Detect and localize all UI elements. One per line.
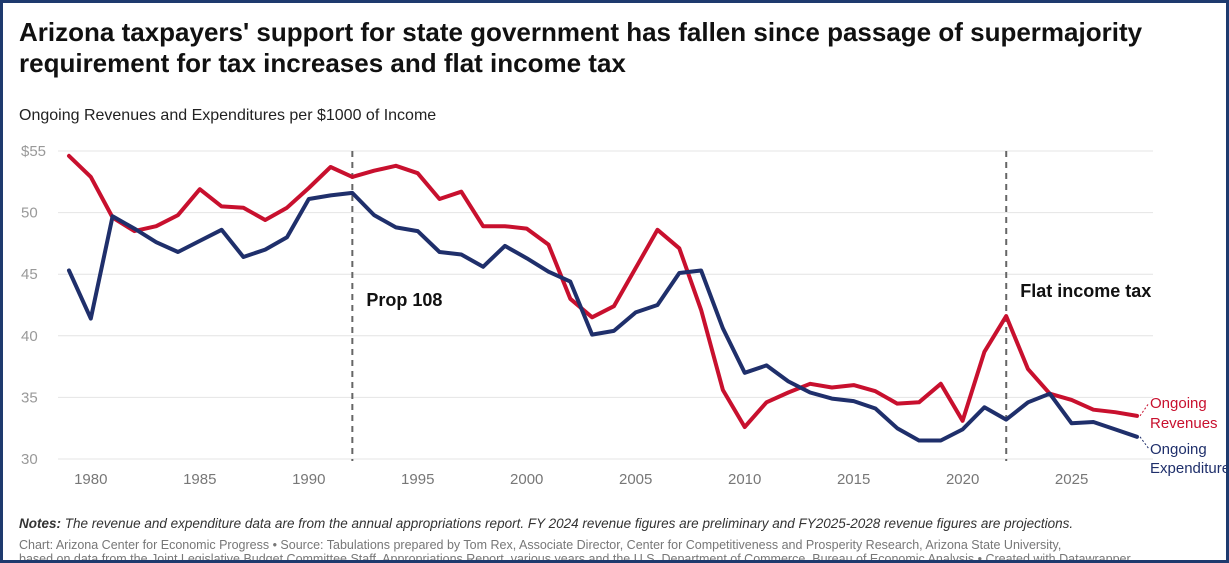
x-tick-label: 1995 <box>401 471 434 488</box>
series-label: Revenues <box>1150 415 1218 432</box>
y-tick-label: $55 <box>21 143 46 160</box>
series-line <box>67 153 1139 429</box>
y-tick-label: 35 <box>21 389 38 406</box>
chart-source: Chart: Arizona Center for Economic Progr… <box>19 538 1226 563</box>
y-tick-label: 30 <box>21 451 38 468</box>
x-tick-label: 2010 <box>728 471 761 488</box>
label-leader <box>1139 402 1150 417</box>
y-tick-label: 50 <box>21 205 38 222</box>
notes-text: The revenue and expenditure data are fro… <box>64 516 1074 531</box>
x-tick-label: 2005 <box>619 471 652 488</box>
y-tick-label: 45 <box>21 266 38 283</box>
chart-subtitle: Ongoing Revenues and Expenditures per $1… <box>19 107 437 124</box>
annotation-label: Flat income tax <box>1020 281 1151 301</box>
notes-label: Notes: <box>19 516 62 531</box>
label-leader <box>1139 436 1150 450</box>
x-tick-label: 2020 <box>946 471 979 488</box>
series-label: Ongoing <box>1150 441 1207 458</box>
series-line <box>67 190 1139 443</box>
annotation-label: Prop 108 <box>366 290 442 310</box>
line-chart: 30 35 40 45 50 $55 1980 1985 1990 1995 2000 2005 201… <box>21 143 1226 488</box>
y-tick-label: 40 <box>21 328 38 345</box>
chart-title: Arizona taxpayers' support for state gov… <box>19 17 1143 78</box>
series-label: Expenditures <box>1150 460 1226 477</box>
series-label: Ongoing <box>1150 395 1207 412</box>
source-line-1: Chart: Arizona Center for Economic Progr… <box>19 538 1062 552</box>
source-line-2: based on data from the Joint Legislative… <box>19 552 1131 563</box>
x-tick-label: 2015 <box>837 471 870 488</box>
chart-notes: Notes: The revenue and expenditure data … <box>19 516 1226 531</box>
x-tick-label: 2025 <box>1055 471 1088 488</box>
x-tick-label: 1985 <box>183 471 216 488</box>
x-tick-label: 1990 <box>292 471 325 488</box>
x-tick-label: 2000 <box>510 471 543 488</box>
x-tick-label: 1980 <box>74 471 107 488</box>
